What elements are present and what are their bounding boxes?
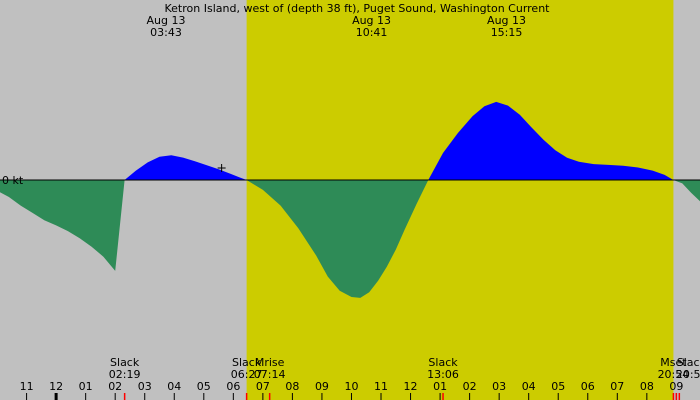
event-label: Slac [677,356,700,369]
ebb-area [0,180,700,298]
hour-tick-label: 06 [226,380,240,393]
hour-tick-label: 06 [581,380,595,393]
event-time: 02:19 [109,368,141,381]
extreme-date: Aug 13 [487,14,526,27]
flood-area [0,101,700,180]
hour-tick-label: 11 [20,380,34,393]
extreme-date: Aug 13 [352,14,391,27]
event-time: 06:27 [231,368,263,381]
extreme-time: 03:43 [150,26,182,39]
hour-tick-label: 03 [138,380,152,393]
now-marker [217,164,226,172]
x-axis: 11 12 01 02 03 04 05 06 07 08 09 10 11 12 01 02 03 04 05 06… [20,380,683,400]
hour-tick-label: 03 [492,380,506,393]
hour-tick-label: 10 [344,380,358,393]
hour-tick-label: 02 [463,380,477,393]
hour-tick-label: 09 [669,380,683,393]
hour-tick-label: 05 [551,380,565,393]
chart-title: Ketron Island, west of (depth 38 ft), Pu… [165,2,551,15]
event-label: Mset [660,356,687,369]
hour-tick-label: 04 [522,380,536,393]
hour-tick-label: 12 [49,380,63,393]
hour-tick-label: 04 [167,380,181,393]
zero-label: 0 kt [2,174,24,187]
event-label: Slack [110,356,140,369]
hour-tick-label: 09 [315,380,329,393]
extreme-time: 10:41 [356,26,388,39]
event-label: Slack [428,356,458,369]
event-labels: Slack02:19Slack06:27Mrise07:14Slack13:06… [109,356,700,381]
hour-tick-label: 01 [433,380,447,393]
current-areas [0,101,700,298]
hour-tick-label: 11 [374,380,388,393]
extreme-date: Aug 13 [146,14,185,27]
hour-tick-label: 05 [197,380,211,393]
event-label: Slack [232,356,262,369]
hour-tick-label: 07 [610,380,624,393]
event-time: 20:5 [676,368,700,381]
event-time: 07:14 [254,368,286,381]
hour-tick-label: 02 [108,380,122,393]
hour-tick-label: 12 [404,380,418,393]
event-time: 20:54 [658,368,690,381]
extreme-time: 15:15 [491,26,523,39]
event-time: 13:06 [427,368,459,381]
hour-tick-label: 08 [285,380,299,393]
hour-tick-label: 01 [79,380,93,393]
event-label: Mrise [255,356,285,369]
hour-tick-label: 08 [640,380,654,393]
hour-tick-label: 07 [256,380,270,393]
